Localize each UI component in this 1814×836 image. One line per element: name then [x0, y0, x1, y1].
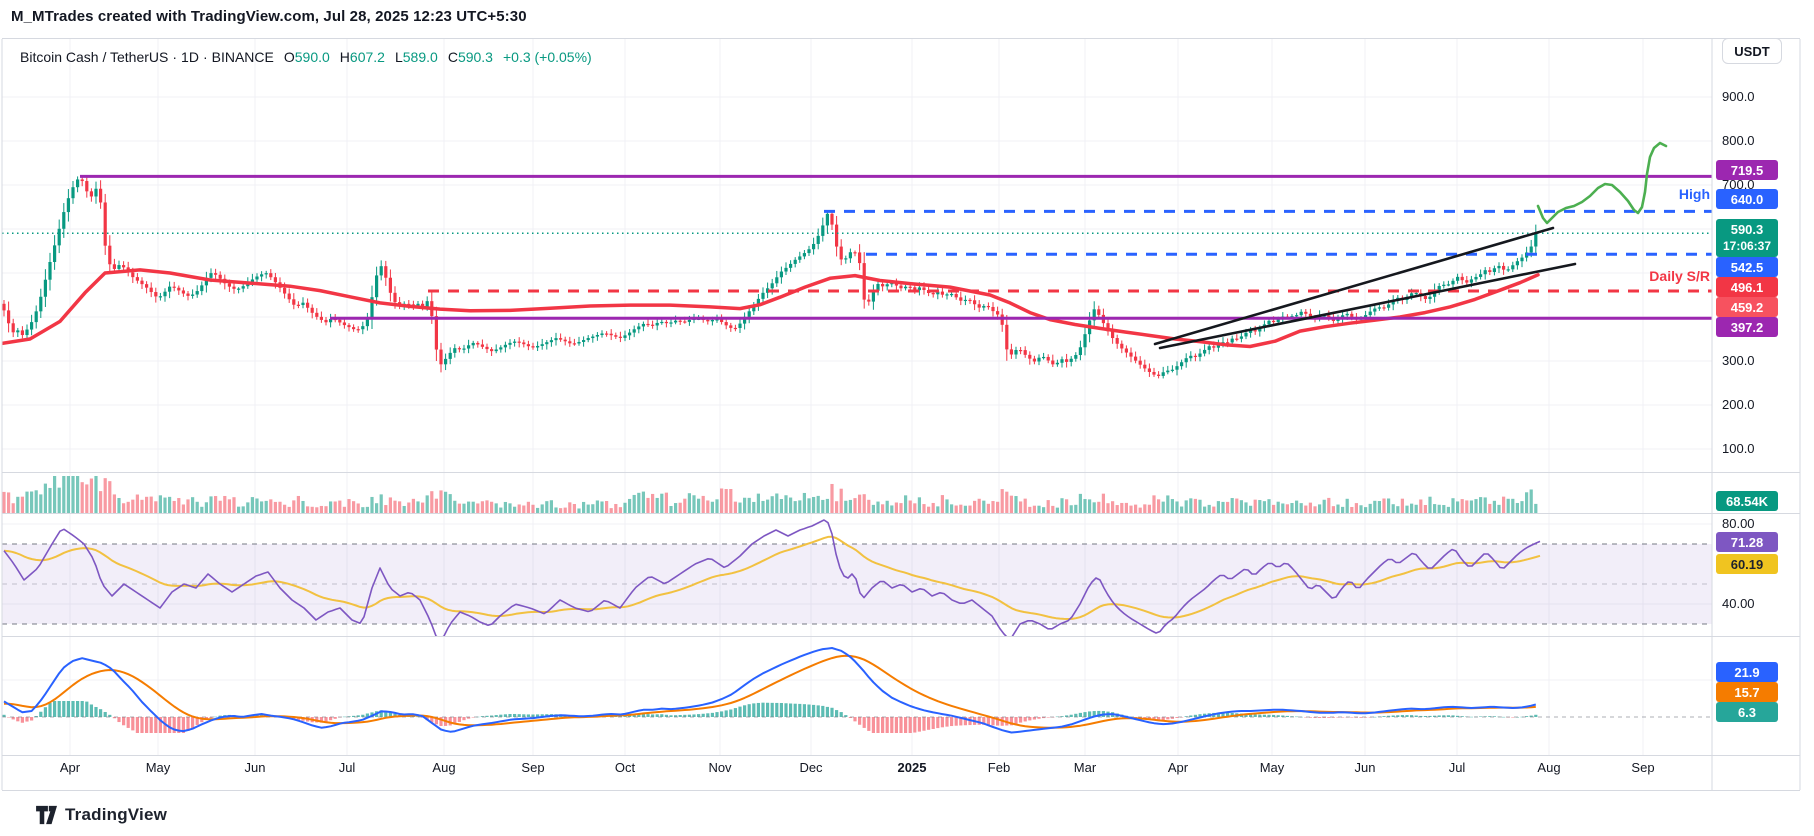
chart-legend: Bitcoin Cash / TetherUS · 1D · BINANCE O590.0…	[20, 49, 592, 65]
time-axis-label: Jul	[338, 760, 356, 775]
time-axis-label: May	[1259, 760, 1285, 775]
symbol-title: Bitcoin Cash / TetherUS	[20, 49, 169, 65]
macd-value-label: 21.9	[1716, 662, 1778, 682]
time-axis-label: Jun	[244, 760, 266, 775]
legend-ohlc-values: O590.0 H607.2 L589.0 C590.3	[274, 49, 493, 65]
last-price-label: 590.3 17:06:37	[1716, 219, 1778, 257]
time-axis-label: Sep	[521, 760, 545, 775]
time-axis-label: May	[145, 760, 171, 775]
currency-toggle-button[interactable]: USDT	[1722, 38, 1782, 64]
rsi-tick: 80.00	[1722, 516, 1755, 531]
ma-value-label: 496.1	[1716, 277, 1778, 297]
price-tick: 900.0	[1722, 89, 1755, 104]
change-value: +0.3 (+0.05%)	[502, 49, 592, 65]
exchange-label: BINANCE	[211, 49, 274, 65]
price-label-support-purple: 397.2	[1716, 317, 1778, 337]
time-axis-label: Nov	[708, 760, 732, 775]
price-tick: 200.0	[1722, 397, 1755, 412]
time-axis-label: Mar	[1073, 760, 1097, 775]
daily-sr-annotation: Daily S/R	[1649, 268, 1710, 284]
price-label-resistance: 719.5	[1716, 160, 1778, 180]
tradingview-logo-text: TradingView	[65, 805, 168, 824]
ohlc-value: 590.3	[457, 49, 493, 65]
time-axis-label: Apr	[59, 760, 81, 775]
bar-countdown: 17:06:37	[1722, 238, 1772, 253]
time-axis-label: Oct	[614, 760, 636, 775]
ohlc-key: L	[394, 49, 403, 65]
time-axis-label: 2025	[897, 760, 927, 775]
time-axis-label: Feb	[987, 760, 1011, 775]
rsi-ma-value-label: 60.19	[1716, 554, 1778, 574]
time-axis-label: Aug	[1537, 760, 1561, 775]
ohlc-key: H	[339, 49, 350, 65]
volume-value-label: 68.54K	[1716, 491, 1778, 511]
price-tick: 800.0	[1722, 133, 1755, 148]
time-axis-label: Dec	[799, 760, 823, 775]
rsi-value-label: 71.28	[1716, 532, 1778, 552]
price-label-daily-sr: 459.2	[1716, 297, 1778, 317]
time-axis-label: Jul	[1448, 760, 1466, 775]
legend-separator: ·	[172, 49, 178, 65]
price-tick: 300.0	[1722, 353, 1755, 368]
tradingview-logo-icon	[36, 805, 57, 825]
high-annotation: High	[1678, 186, 1710, 202]
time-axis-label: Aug	[432, 760, 456, 775]
ohlc-value: 590.0	[294, 49, 330, 65]
ohlc-key: C	[447, 49, 458, 65]
time-axis-label: Sep	[1631, 760, 1655, 775]
interval-label: 1D	[181, 49, 199, 65]
time-axis-label: Jun	[1354, 760, 1376, 775]
price-label-high: 640.0	[1716, 189, 1778, 209]
rsi-tick: 40.00	[1722, 596, 1755, 611]
macd-signal-label: 15.7	[1716, 682, 1778, 702]
ohlc-value: 607.2	[349, 49, 385, 65]
time-axis[interactable]: Apr May Jun Jul Aug Sep Oct Nov Dec 2025 Feb Mar Apr…	[0, 760, 1814, 780]
ohlc-value: 589.0	[402, 49, 438, 65]
attribution-text: M_MTrades created with TradingView.com, …	[11, 8, 527, 25]
price-tick: 700.0	[1722, 177, 1755, 192]
ohlc-key: O	[283, 49, 295, 65]
macd-hist-label: 6.3	[1716, 702, 1778, 722]
legend-separator: ·	[202, 49, 208, 65]
price-label-support-blue: 542.5	[1716, 257, 1778, 277]
price-tick: 100.0	[1722, 441, 1755, 456]
tradingview-logo[interactable]: TradingView	[36, 805, 167, 825]
last-price-value: 590.3	[1730, 222, 1764, 238]
time-axis-label: Apr	[1167, 760, 1189, 775]
